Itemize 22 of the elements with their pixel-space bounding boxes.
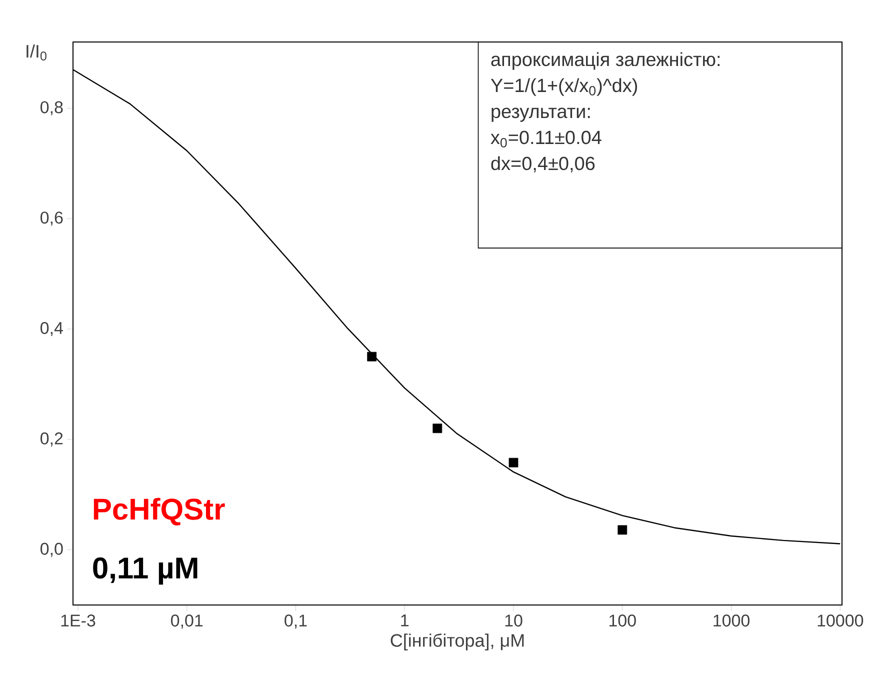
x-tick-label: 1E-3 bbox=[61, 614, 96, 627]
x-tick-label: 10000 bbox=[818, 614, 864, 627]
x-axis-title: C[інгібітора], μM bbox=[390, 633, 524, 650]
annotation: x$_{0}$=0.11±0.04 bbox=[490, 130, 602, 148]
x-tick-label: 1 bbox=[401, 614, 409, 626]
annotation: результати: bbox=[492, 108, 590, 122]
x-tick-label: 1000 bbox=[714, 614, 750, 627]
annotation: dx=0,4±0,06 bbox=[491, 156, 595, 172]
x-tick-label: 0,01 bbox=[170, 614, 203, 629]
annotation: Y=1/(1+(x/x$_{0}$)^dx) bbox=[490, 78, 638, 96]
annotation: апроксимація залежністю: bbox=[491, 52, 720, 70]
x-tick-label: 10 bbox=[505, 614, 522, 627]
y-tick-label: 0,8 bbox=[40, 101, 63, 116]
x-tick-label: 0,1 bbox=[284, 614, 307, 629]
y-tick-label: 0,4 bbox=[40, 322, 63, 336]
annotation: PcHfQStr bbox=[94, 498, 225, 526]
y-axis-title: I/I$_{0}$ bbox=[26, 44, 46, 60]
annotation: 0,11 µM bbox=[93, 557, 198, 585]
x-tick-label: 100 bbox=[610, 614, 636, 627]
y-tick-label: 0,2 bbox=[40, 432, 63, 446]
y-tick-label: 0,6 bbox=[40, 212, 63, 226]
y-tick-label: 0,0 bbox=[40, 542, 63, 557]
